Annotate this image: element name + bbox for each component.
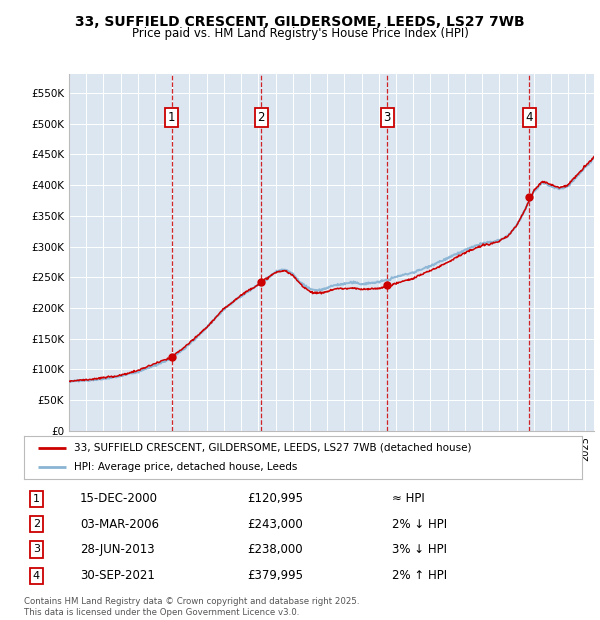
Text: 4: 4 <box>526 111 533 124</box>
Text: 03-MAR-2006: 03-MAR-2006 <box>80 518 159 531</box>
Text: ≈ HPI: ≈ HPI <box>392 492 425 505</box>
Text: Contains HM Land Registry data © Crown copyright and database right 2025.
This d: Contains HM Land Registry data © Crown c… <box>24 598 359 617</box>
Text: 1: 1 <box>168 111 175 124</box>
Text: £120,995: £120,995 <box>247 492 303 505</box>
Text: £243,000: £243,000 <box>247 518 303 531</box>
Text: 33, SUFFIELD CRESCENT, GILDERSOME, LEEDS, LS27 7WB: 33, SUFFIELD CRESCENT, GILDERSOME, LEEDS… <box>75 16 525 30</box>
Text: 4: 4 <box>33 571 40 581</box>
Text: 15-DEC-2000: 15-DEC-2000 <box>80 492 158 505</box>
Text: £379,995: £379,995 <box>247 569 303 582</box>
Text: 33, SUFFIELD CRESCENT, GILDERSOME, LEEDS, LS27 7WB (detached house): 33, SUFFIELD CRESCENT, GILDERSOME, LEEDS… <box>74 443 472 453</box>
Text: 30-SEP-2021: 30-SEP-2021 <box>80 569 155 582</box>
Text: 3: 3 <box>383 111 391 124</box>
Text: 1: 1 <box>33 494 40 503</box>
Text: 2% ↓ HPI: 2% ↓ HPI <box>392 518 448 531</box>
Text: 2% ↑ HPI: 2% ↑ HPI <box>392 569 448 582</box>
Text: 3% ↓ HPI: 3% ↓ HPI <box>392 543 447 556</box>
Text: 2: 2 <box>33 519 40 529</box>
Text: 28-JUN-2013: 28-JUN-2013 <box>80 543 154 556</box>
Text: 2: 2 <box>257 111 265 124</box>
Text: £238,000: £238,000 <box>247 543 303 556</box>
Text: 3: 3 <box>33 544 40 554</box>
Text: HPI: Average price, detached house, Leeds: HPI: Average price, detached house, Leed… <box>74 463 298 472</box>
Text: Price paid vs. HM Land Registry's House Price Index (HPI): Price paid vs. HM Land Registry's House … <box>131 27 469 40</box>
